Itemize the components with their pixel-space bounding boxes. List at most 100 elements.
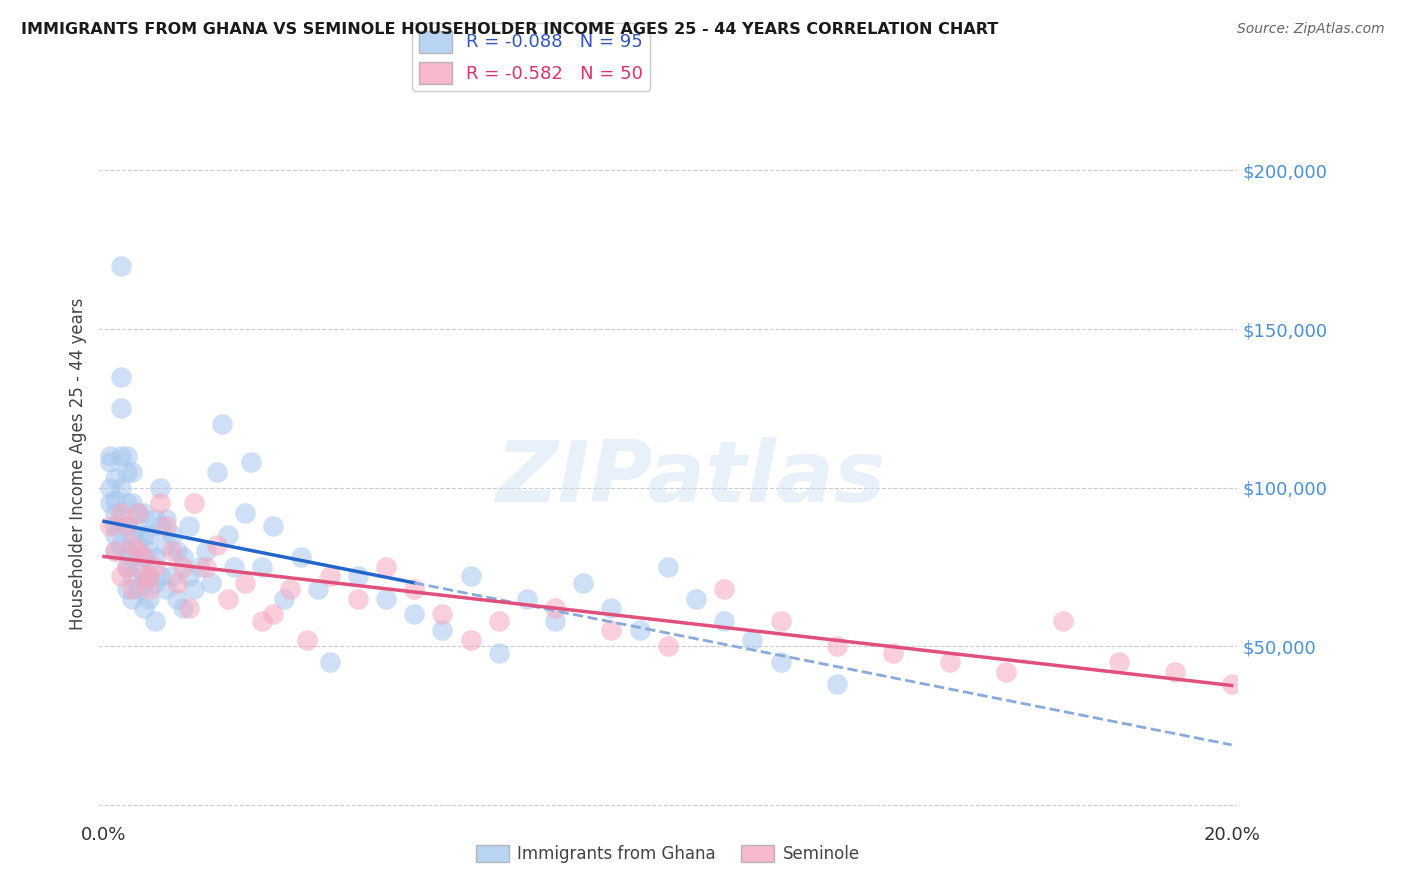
Point bbox=[657, 639, 679, 653]
Point bbox=[143, 575, 166, 590]
Point bbox=[155, 582, 177, 596]
Point bbox=[121, 496, 143, 510]
Point bbox=[121, 528, 143, 542]
Point bbox=[628, 624, 651, 638]
Point bbox=[138, 544, 160, 558]
Point bbox=[143, 512, 166, 526]
Point bbox=[110, 401, 132, 416]
Point bbox=[713, 582, 735, 596]
Point bbox=[138, 591, 160, 606]
Point bbox=[98, 455, 121, 469]
Point bbox=[110, 369, 132, 384]
Point bbox=[657, 560, 679, 574]
Point bbox=[132, 506, 155, 520]
Point bbox=[544, 614, 567, 628]
Point bbox=[825, 639, 848, 653]
Point bbox=[262, 607, 284, 622]
Point bbox=[194, 560, 217, 574]
Point bbox=[172, 560, 194, 574]
Point bbox=[110, 569, 132, 583]
Point bbox=[217, 591, 239, 606]
Point bbox=[104, 471, 127, 485]
Point bbox=[290, 550, 312, 565]
Point bbox=[127, 560, 149, 574]
Point bbox=[205, 538, 228, 552]
Point bbox=[149, 496, 172, 510]
Point bbox=[132, 528, 155, 542]
Point bbox=[233, 506, 256, 520]
Point bbox=[318, 569, 340, 583]
Point bbox=[143, 560, 166, 574]
Point bbox=[432, 624, 454, 638]
Point bbox=[160, 569, 183, 583]
Point bbox=[104, 544, 127, 558]
Point bbox=[273, 591, 295, 606]
Point bbox=[177, 518, 200, 533]
Text: ZIPatlas: ZIPatlas bbox=[495, 436, 886, 520]
Legend: Immigrants from Ghana, Seminole: Immigrants from Ghana, Seminole bbox=[470, 838, 866, 870]
Point bbox=[132, 601, 155, 615]
Point bbox=[104, 506, 127, 520]
Point bbox=[600, 624, 623, 638]
Point bbox=[155, 512, 177, 526]
Point bbox=[115, 560, 138, 574]
Point bbox=[295, 632, 318, 647]
Point bbox=[132, 550, 155, 565]
Point bbox=[160, 544, 183, 558]
Point bbox=[346, 591, 368, 606]
Text: Source: ZipAtlas.com: Source: ZipAtlas.com bbox=[1237, 22, 1385, 37]
Point bbox=[239, 455, 262, 469]
Point bbox=[115, 518, 138, 533]
Point bbox=[995, 665, 1018, 679]
Point bbox=[404, 582, 426, 596]
Point bbox=[172, 601, 194, 615]
Point bbox=[404, 607, 426, 622]
Point bbox=[183, 496, 205, 510]
Point bbox=[713, 614, 735, 628]
Point bbox=[825, 677, 848, 691]
Point bbox=[262, 518, 284, 533]
Point bbox=[250, 560, 273, 574]
Point bbox=[127, 506, 149, 520]
Point bbox=[318, 655, 340, 669]
Point bbox=[375, 591, 398, 606]
Point bbox=[121, 582, 143, 596]
Point bbox=[115, 544, 138, 558]
Point bbox=[110, 538, 132, 552]
Point bbox=[346, 569, 368, 583]
Point bbox=[104, 518, 127, 533]
Text: IMMIGRANTS FROM GHANA VS SEMINOLE HOUSEHOLDER INCOME AGES 25 - 44 YEARS CORRELAT: IMMIGRANTS FROM GHANA VS SEMINOLE HOUSEH… bbox=[21, 22, 998, 37]
Point bbox=[110, 481, 132, 495]
Point bbox=[166, 544, 188, 558]
Point bbox=[938, 655, 960, 669]
Point bbox=[160, 528, 183, 542]
Point bbox=[127, 506, 149, 520]
Point bbox=[544, 601, 567, 615]
Point bbox=[222, 560, 245, 574]
Point bbox=[149, 569, 172, 583]
Point bbox=[115, 496, 138, 510]
Y-axis label: Householder Income Ages 25 - 44 years: Householder Income Ages 25 - 44 years bbox=[69, 298, 87, 630]
Point bbox=[115, 449, 138, 463]
Point bbox=[127, 538, 149, 552]
Point bbox=[460, 632, 482, 647]
Point bbox=[1164, 665, 1187, 679]
Point bbox=[104, 544, 127, 558]
Point bbox=[121, 569, 143, 583]
Point bbox=[143, 550, 166, 565]
Point bbox=[205, 465, 228, 479]
Point bbox=[177, 569, 200, 583]
Point bbox=[882, 646, 904, 660]
Point bbox=[172, 550, 194, 565]
Point bbox=[769, 655, 792, 669]
Point bbox=[155, 518, 177, 533]
Point bbox=[194, 544, 217, 558]
Point bbox=[685, 591, 707, 606]
Point bbox=[155, 538, 177, 552]
Point bbox=[132, 550, 155, 565]
Point bbox=[127, 582, 149, 596]
Point bbox=[98, 449, 121, 463]
Point bbox=[127, 518, 149, 533]
Point bbox=[211, 417, 233, 432]
Point bbox=[127, 544, 149, 558]
